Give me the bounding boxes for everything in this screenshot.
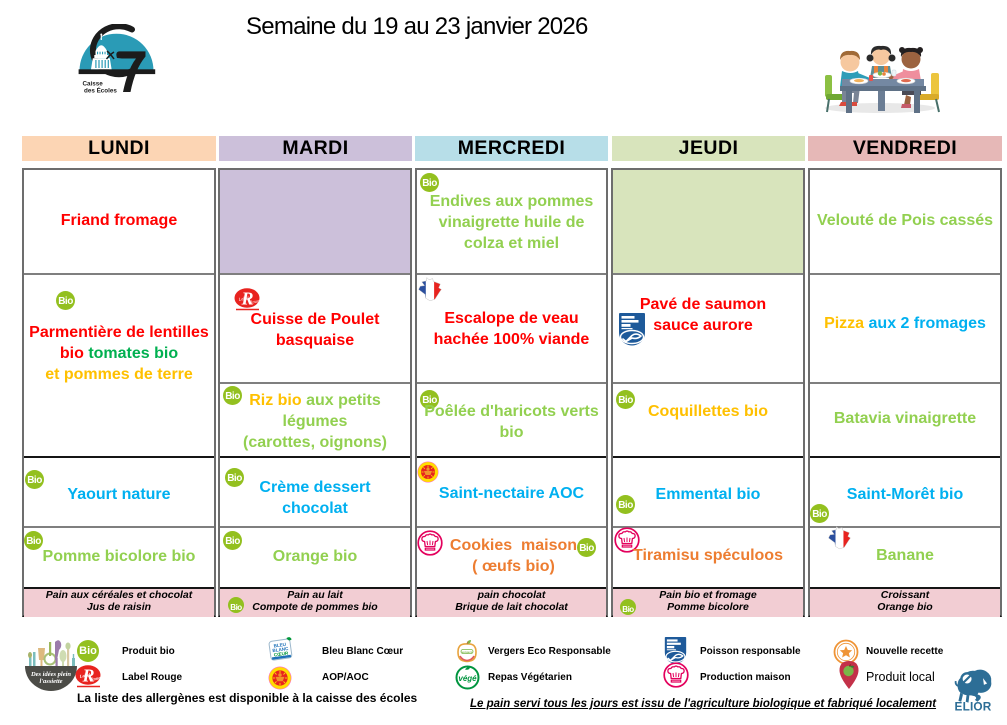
svg-text:vergers: vergers	[462, 650, 473, 654]
svg-text:Label: Label	[78, 672, 91, 679]
svg-text:végé: végé	[458, 674, 477, 683]
svg-text:ELIOR: ELIOR	[955, 699, 992, 711]
svg-text:Label: Label	[237, 295, 250, 302]
svg-text:Des idées plein: Des idées plein	[30, 671, 71, 678]
svg-text:des Écoles: des Écoles	[84, 86, 117, 95]
svg-text:l'assiette: l'assiette	[39, 678, 62, 685]
svg-text:Rouge: Rouge	[248, 298, 261, 305]
svg-text:Caisse: Caisse	[83, 81, 104, 88]
svg-text:Rouge: Rouge	[90, 675, 102, 682]
svg-text:CŒUR: CŒUR	[274, 650, 290, 657]
svg-text:BLANC: BLANC	[272, 646, 289, 653]
svg-text:BLEU: BLEU	[273, 642, 287, 649]
svg-text:R: R	[81, 666, 94, 686]
svg-text:R: R	[240, 289, 253, 309]
